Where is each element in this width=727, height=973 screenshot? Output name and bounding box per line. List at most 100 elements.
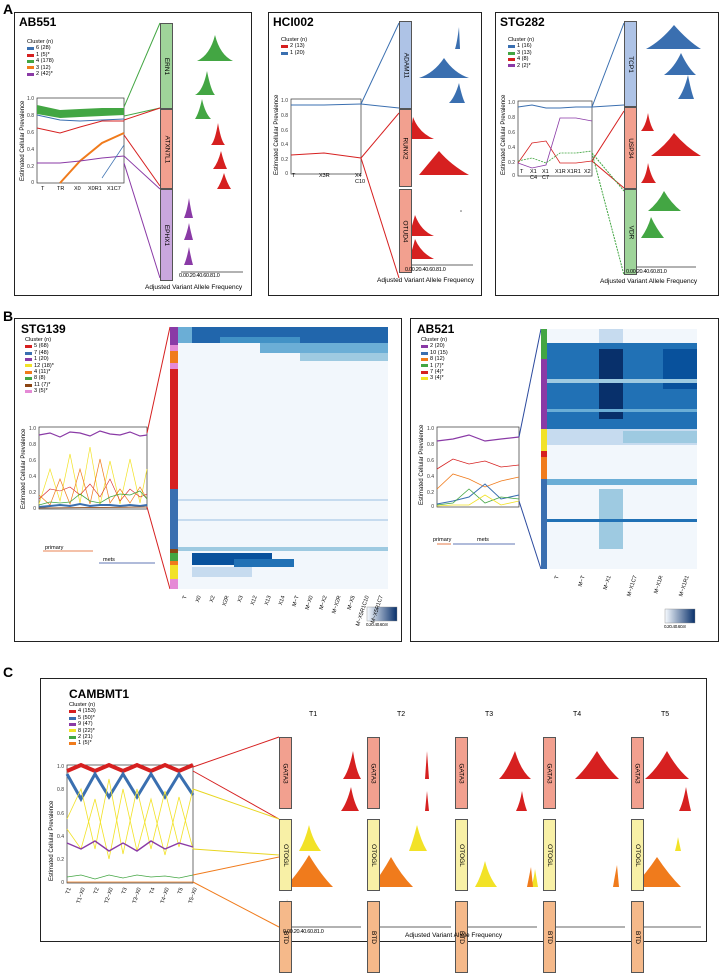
legend-item: 2 (13)	[281, 43, 307, 49]
panel-title: CAMBMT1	[69, 687, 129, 701]
panel-title: STG282	[500, 15, 545, 29]
gene-label: OTUD4	[399, 189, 412, 273]
svg-text:0.4: 0.4	[281, 142, 288, 148]
legend-item: 3 (4)*	[421, 375, 448, 381]
panel-ab521: AB521 Cluster (n) 2 (20) 10 (15) 8 (12) …	[410, 318, 719, 642]
x-tick: T	[520, 169, 524, 175]
legend-item: 12 (18)*	[25, 363, 54, 369]
x-axis-label: Adjusted Variant Allele Frequency	[145, 284, 243, 291]
legend-item: 1 (20)	[25, 356, 54, 362]
gene-label: ATXN7L1	[160, 109, 173, 189]
legend-item: 8 (8)	[25, 375, 54, 381]
gene-label: GATA3	[455, 737, 468, 809]
svg-text:0.6: 0.6	[27, 130, 34, 136]
x-axis-label: Adjusted Variant Allele Frequency	[405, 932, 503, 939]
cluster-legend: Cluster (n) 1 (16) 3 (13) 4 (8) 2 (2)*	[508, 37, 534, 69]
sample-column-title: T1	[309, 711, 318, 718]
ab521-prevalence-plot: 1.0 0.8 0.6 0.4 0.2 0	[427, 328, 697, 624]
legend-title: Cluster (n)	[421, 337, 448, 343]
gene-label: ADAM11	[399, 21, 412, 109]
gene-label: TCP1	[624, 21, 637, 107]
gene-label: ERN1	[160, 23, 173, 109]
legend-title: Cluster (n)	[508, 37, 535, 43]
y-axis-label: Estimated Cellular Prevalence	[21, 428, 27, 509]
x-tick: T	[41, 186, 45, 192]
svg-text:1.0: 1.0	[427, 426, 434, 432]
group-primary: primary	[433, 537, 452, 543]
legend-item: 9 (47)	[69, 721, 96, 727]
cluster-legend: Cluster (n) 6 (28) 1 (5)* 4 (178) 3 (12)…	[27, 39, 54, 77]
x-tick: X1R	[555, 169, 566, 175]
x-tick: X1 C7	[542, 169, 550, 181]
gene-label: RUNX2	[399, 109, 412, 187]
x-axis-label: Adjusted Variant Allele Frequency	[600, 278, 698, 285]
legend-item: 5 (68)	[25, 343, 54, 349]
legend-item: 11 (7)*	[25, 382, 54, 388]
legend-item: 3 (12)	[27, 65, 54, 71]
cluster-legend: Cluster (n) 2 (13) 1 (20)	[281, 37, 307, 56]
panel-title: HCI002	[273, 15, 314, 29]
gene-label: EPHX1	[160, 189, 173, 281]
panel-cambmt1: CAMBMT1 Cluster (n) 4 (153) 5 (50)* 9 (4…	[40, 678, 707, 973]
legend-item: 1 (16)	[508, 43, 534, 49]
svg-text:0: 0	[31, 180, 34, 186]
panel-title: AB551	[19, 15, 57, 29]
cluster-legend: Cluster (n) 5 (68) 7 (48) 1 (20) 12 (18)…	[25, 337, 54, 395]
sample-column-title: T2	[397, 711, 406, 718]
svg-text:0.8: 0.8	[27, 113, 34, 119]
svg-text:0.4: 0.4	[57, 834, 64, 840]
group-mets: mets	[477, 537, 489, 543]
x-tick: X1 C4	[530, 169, 538, 181]
gene-label: OTOGL	[279, 819, 292, 891]
gene-label: GATA3	[631, 737, 644, 809]
svg-text:0.2: 0.2	[57, 857, 64, 863]
svg-text:0.8: 0.8	[281, 113, 288, 119]
svg-text:0.6: 0.6	[57, 811, 64, 817]
x-tick: X0R1	[88, 186, 102, 192]
svg-text:0: 0	[61, 880, 64, 886]
svg-text:0.2: 0.2	[281, 157, 288, 163]
legend-item: 8 (12)	[421, 356, 448, 362]
legend-item: 8 (22)*	[69, 728, 96, 734]
legend-item: 4 (153)	[69, 708, 96, 714]
panel-title: AB521	[417, 322, 455, 336]
gene-label: GATA3	[279, 737, 292, 809]
legend-item: 1 (5)*	[69, 740, 96, 746]
cambmt1-prevalence-plot: 1.0 0.8 0.6 0.4 0.2 0	[57, 736, 701, 928]
legend-title: Cluster (n)	[69, 702, 96, 708]
svg-text:0.4: 0.4	[29, 474, 36, 480]
panel-stg282: STG282 Cluster (n) 1 (16) 3 (13) 4 (8) 2…	[495, 12, 719, 296]
x-tick: X1R1	[567, 169, 581, 175]
svg-text:0.8: 0.8	[427, 442, 434, 448]
gene-label: OTOGL	[367, 819, 380, 891]
panel-hci002: HCI002 Cluster (n) 2 (13) 1 (20) 1.0 0.8 …	[268, 12, 482, 296]
sample-column-title: T3	[485, 711, 494, 718]
x-axis-label: Adjusted Variant Allele Frequency	[377, 277, 475, 284]
svg-text:0.4: 0.4	[508, 145, 515, 151]
x-tick: X1C7	[107, 186, 121, 192]
gene-label: VDR	[624, 189, 637, 275]
gene-label: GATA3	[543, 737, 556, 809]
legend-item: 5 (50)*	[69, 715, 96, 721]
panel-letter-a: A	[3, 1, 14, 17]
cluster-legend: Cluster (n) 4 (153) 5 (50)* 9 (47) 8 (22…	[69, 702, 96, 747]
colorbar-ticks: 0.20.40.60.8	[664, 624, 686, 629]
x-tick: T	[292, 173, 296, 179]
stg282-prevalence-plot: 1.0 0.8 0.6 0.4 0.2 0	[508, 22, 701, 276]
panel-title: STG139	[21, 322, 66, 336]
y-axis-label: Estimated Cellular Prevalence	[419, 424, 425, 505]
colorbar-ticks: 0.20.40.60.8	[366, 622, 388, 627]
gene-label: BTD	[631, 901, 644, 973]
gene-label: OTOGL	[543, 819, 556, 891]
svg-text:1.0: 1.0	[57, 764, 64, 770]
sample-column-title: T4	[573, 711, 582, 718]
gene-label: USP34	[624, 107, 637, 189]
gene-label: GATA3	[367, 737, 380, 809]
legend-item: 7 (48)	[25, 350, 54, 356]
vaf-ticks: 0.00.20.40.60.81.0	[626, 269, 667, 275]
legend-item: 2 (20)	[421, 343, 448, 349]
svg-text:0.6: 0.6	[427, 458, 434, 464]
vaf-ticks: 0.00.20.40.60.81.0	[179, 273, 220, 279]
gene-label: BTD	[367, 901, 380, 973]
y-axis-label: Estimated Cellular Prevalence	[20, 100, 26, 181]
